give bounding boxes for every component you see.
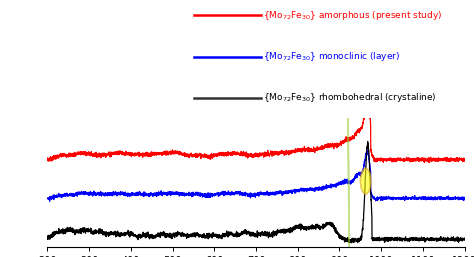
Text: $\{$Mo$_{72}$Fe$_{30}\}$ monoclinic (layer): $\{$Mo$_{72}$Fe$_{30}\}$ monoclinic (lay… <box>263 50 401 63</box>
Text: $\{$Mo$_{72}$Fe$_{30}\}$ rhombohedral (crystaline): $\{$Mo$_{72}$Fe$_{30}\}$ rhombohedral (c… <box>263 91 437 104</box>
Ellipse shape <box>360 168 371 194</box>
Ellipse shape <box>342 0 356 257</box>
Text: $\{$Mo$_{72}$Fe$_{30}\}$ amorphous (present study): $\{$Mo$_{72}$Fe$_{30}\}$ amorphous (pres… <box>263 9 442 22</box>
